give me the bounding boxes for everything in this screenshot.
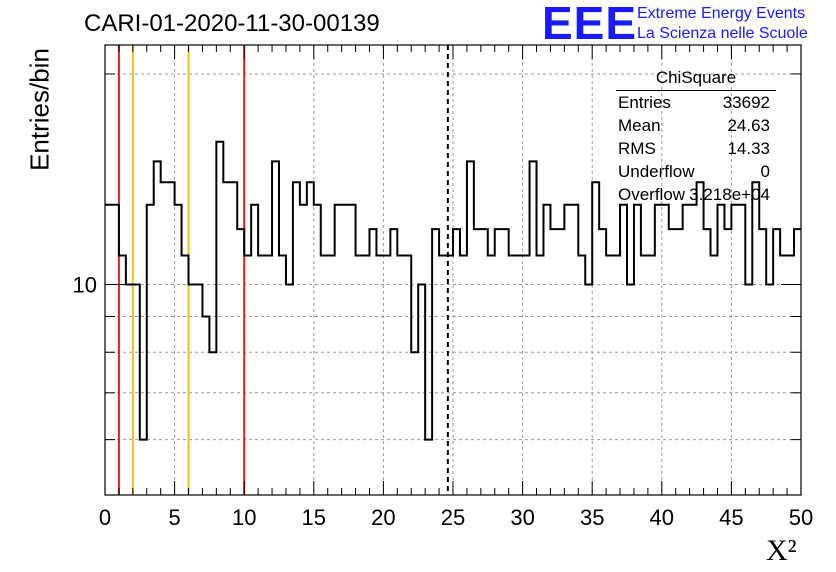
stats-key: Underflow: [618, 162, 695, 181]
stats-value: 14.33: [727, 139, 770, 158]
stats-row-mean: Mean 24.63: [610, 116, 778, 139]
logo-text-line1: Extreme Energy Events: [637, 5, 806, 22]
stats-row-rms: RMS 14.33: [610, 139, 778, 162]
stats-row-underflow: Underflow 0: [610, 162, 778, 185]
stats-row-overflow: Overflow 3.218e+04: [610, 185, 778, 208]
stats-value: 24.63: [727, 116, 770, 135]
x-tick-label: 5: [168, 505, 180, 530]
eee-logo: EEE: [542, 0, 638, 49]
reference-lines: [117, 45, 449, 495]
x-tick-label: 45: [719, 505, 743, 530]
x-tick-label: 40: [650, 505, 674, 530]
x-tick-label: 35: [580, 505, 604, 530]
stats-key: Overflow: [618, 185, 686, 204]
x-tick-label: 10: [232, 505, 256, 530]
stats-key: Mean: [618, 116, 661, 135]
axes: 0 5 10 15 20 25 30 35 40 45 50 10: [73, 44, 813, 530]
x-tick-label: 50: [789, 505, 813, 530]
x-tick-label: 25: [441, 505, 465, 530]
stats-box: ChiSquare Entries 33692 Mean 24.63 RMS 1…: [610, 68, 778, 208]
stats-key: RMS: [618, 139, 656, 158]
x-tick-label: 15: [302, 505, 326, 530]
histogram-line: [105, 140, 801, 441]
x-tick-label: 30: [510, 505, 534, 530]
logo-text-line2: La Scienza nelle Scuole: [637, 25, 808, 42]
stats-box-title: ChiSquare: [616, 68, 776, 91]
stats-key: Entries: [618, 93, 671, 112]
y-tick-label: 10: [73, 272, 97, 297]
histogram-series: [105, 140, 801, 441]
stats-value: 3.218e+04: [689, 185, 770, 204]
x-axis-label: X²: [766, 534, 797, 567]
x-tick-label: 0: [99, 505, 111, 530]
stats-row-entries: Entries 33692: [610, 93, 778, 116]
x-tick-label: 20: [371, 505, 395, 530]
stats-value: 0: [760, 162, 770, 181]
stats-value: 33692: [722, 93, 770, 112]
chart-title: CARI-01-2020-11-30-00139: [84, 10, 380, 37]
